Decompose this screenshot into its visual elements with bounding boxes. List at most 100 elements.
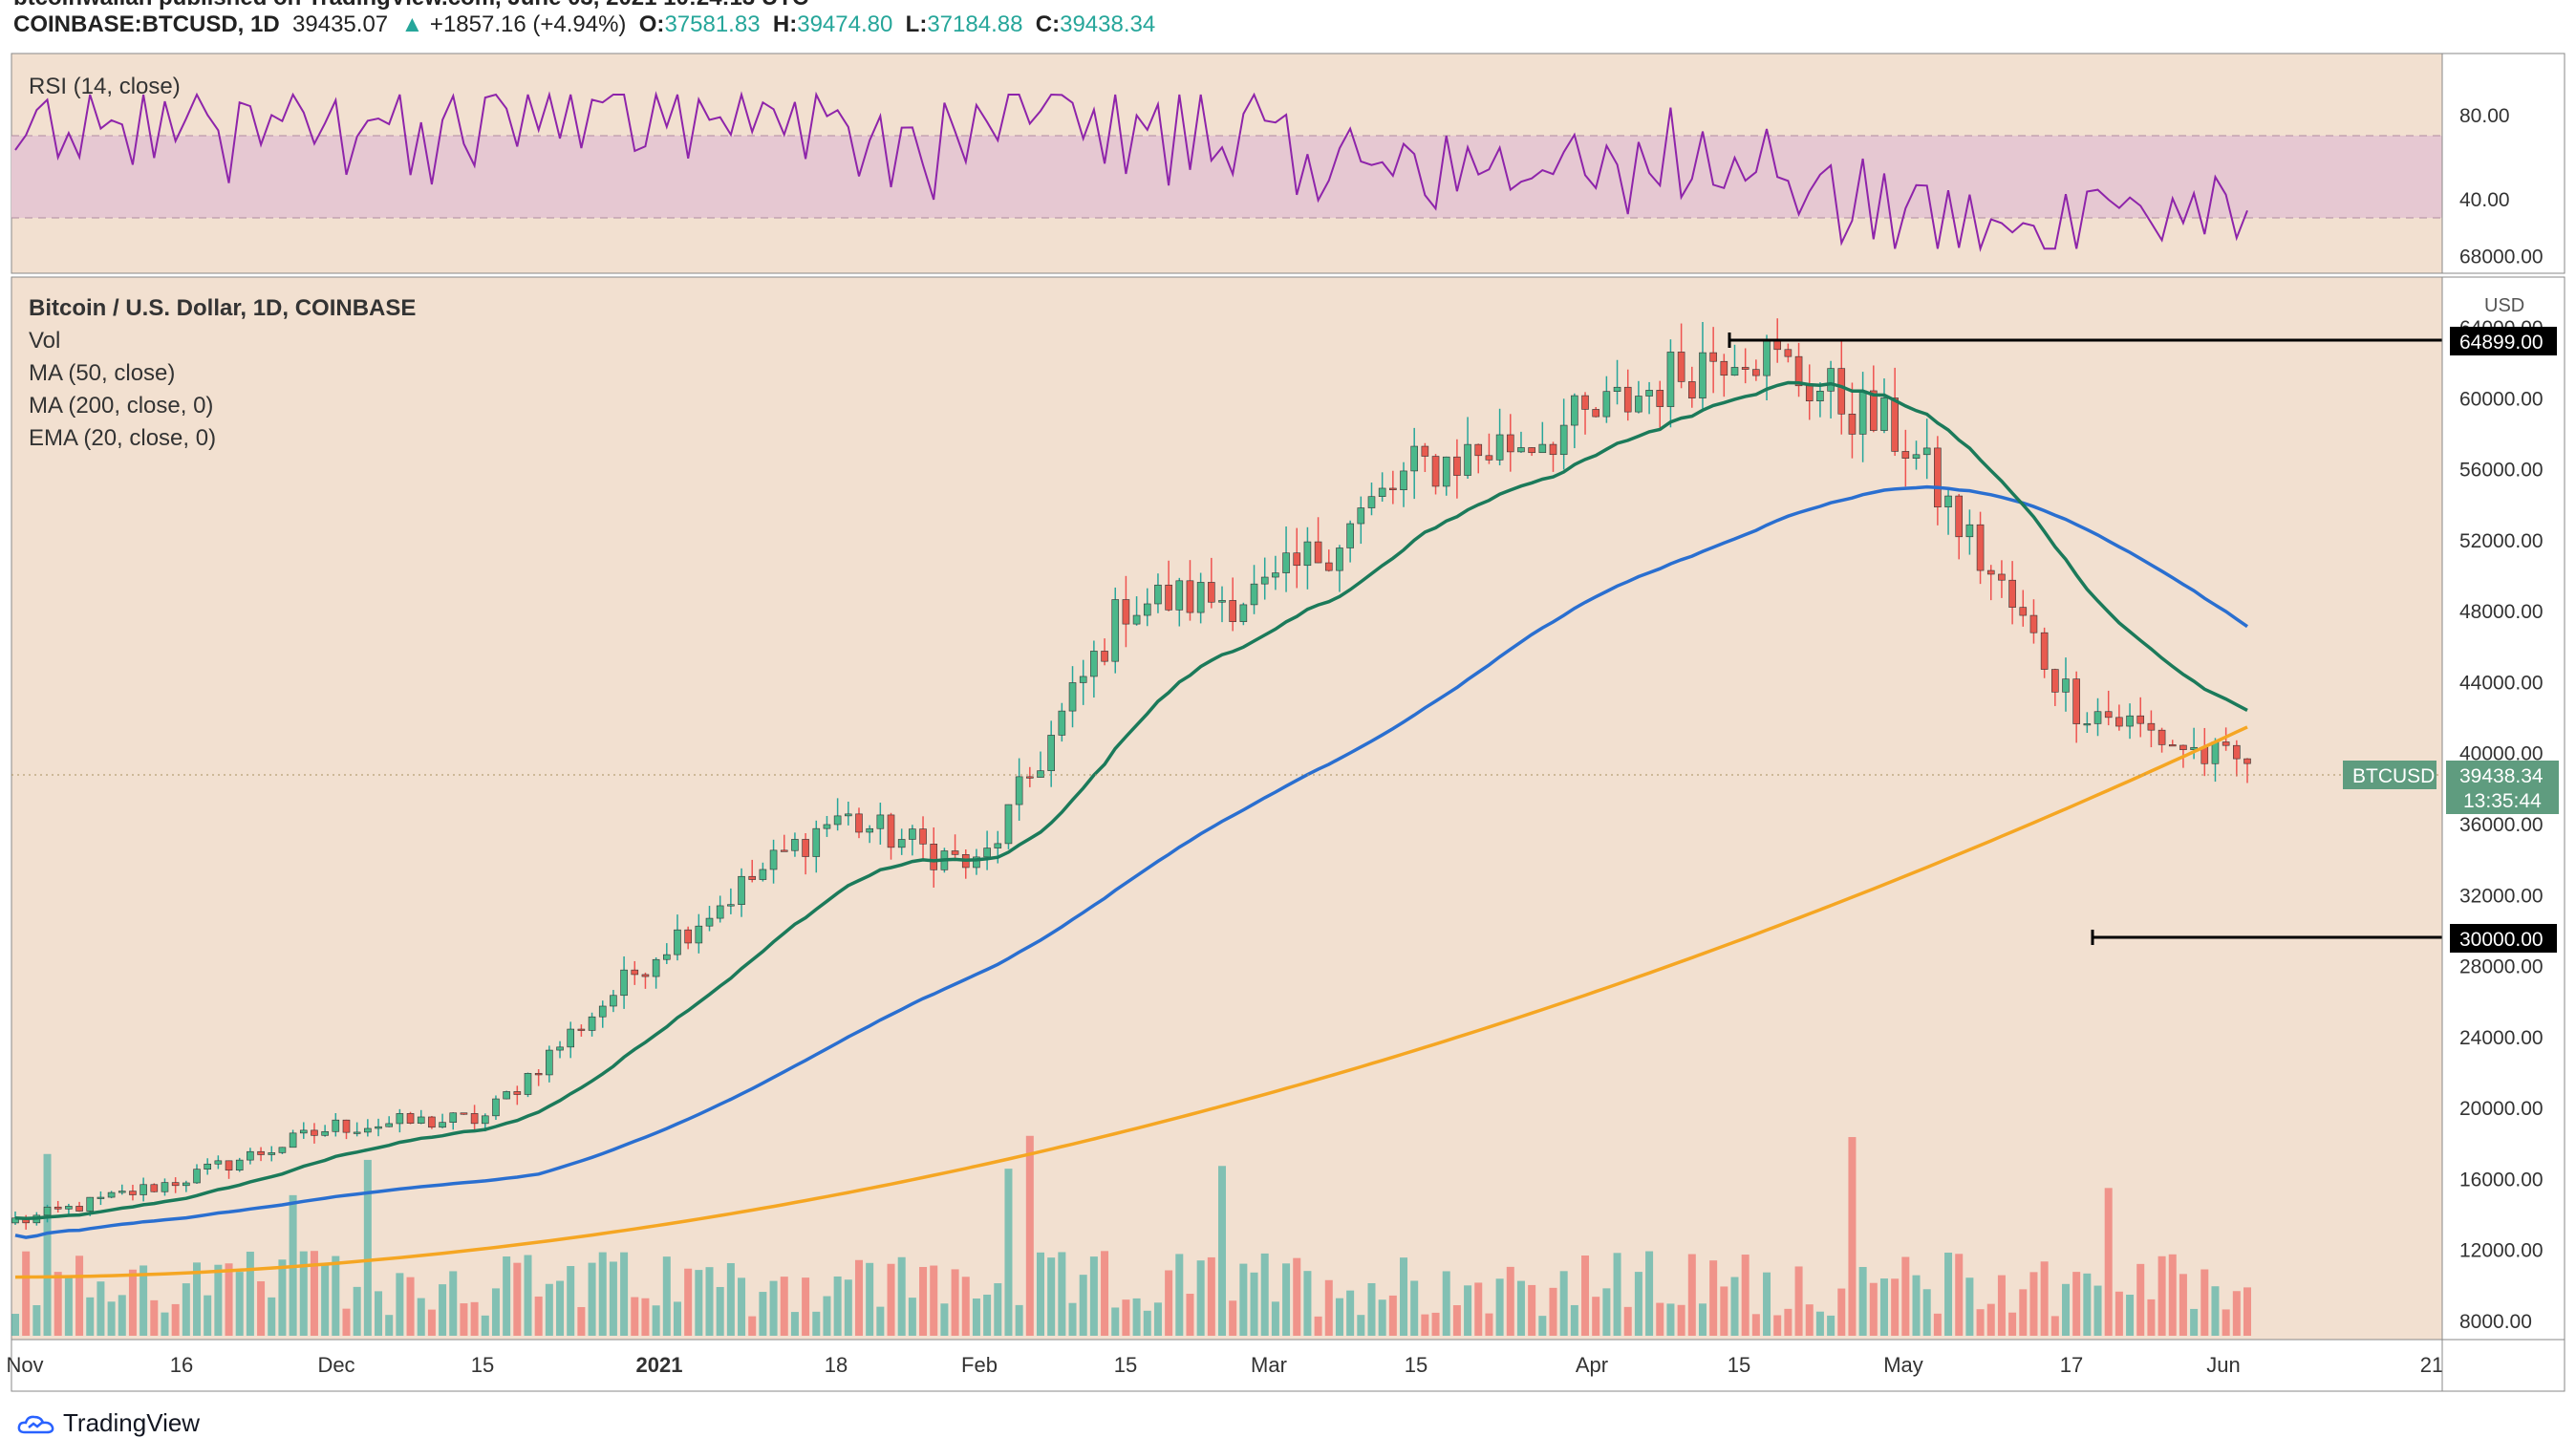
candle-body: [1367, 496, 1376, 508]
candle-body: [759, 869, 767, 880]
volume-bar: [161, 1312, 169, 1336]
volume-bar: [1186, 1294, 1194, 1336]
price-tick: 52000.00: [2459, 530, 2544, 552]
candle-body: [1965, 524, 1974, 538]
volume-bar: [1421, 1314, 1429, 1336]
volume-bar: [567, 1266, 575, 1336]
candle-body: [161, 1182, 169, 1192]
candle-body: [1037, 770, 1044, 778]
candle-body: [140, 1184, 147, 1195]
volume-bar: [1741, 1255, 1750, 1336]
candle-body: [2157, 729, 2166, 745]
candle-body: [1196, 582, 1205, 613]
candle-body: [1677, 352, 1685, 382]
candle-body: [1015, 776, 1023, 805]
candle-body: [86, 1196, 95, 1212]
volume-bar: [1229, 1300, 1237, 1336]
volume-bar: [961, 1277, 970, 1336]
volume-bar: [353, 1286, 361, 1336]
candle-body: [845, 813, 852, 817]
brand[interactable]: TradingView: [17, 1408, 200, 1438]
candle-body: [662, 954, 671, 960]
volume-bar: [1122, 1299, 1130, 1336]
low-value: 37184.88: [927, 11, 1023, 37]
candle-body: [171, 1182, 180, 1187]
candle-body: [769, 849, 778, 870]
volume-bar: [2168, 1254, 2177, 1336]
price-tick: 20000.00: [2459, 1098, 2544, 1120]
volume-bar: [2072, 1272, 2081, 1336]
volume-bar: [449, 1271, 458, 1336]
volume-bar: [107, 1301, 116, 1336]
candle-body: [1101, 651, 1108, 662]
candle-body: [353, 1131, 361, 1134]
candle-body: [610, 995, 617, 1007]
last-price-tag-value: 39438.34: [2459, 765, 2544, 787]
volume-bar: [193, 1262, 202, 1336]
candle-body: [1175, 580, 1184, 611]
candle-body: [1901, 451, 1910, 459]
volume-bar: [513, 1262, 522, 1336]
candle-body: [43, 1206, 52, 1216]
symbol-tag-label: BTCUSD: [2352, 765, 2435, 787]
volume-bar: [396, 1273, 404, 1336]
volume-bar: [631, 1297, 639, 1336]
candle-body: [1656, 390, 1664, 407]
volume-bar: [620, 1252, 629, 1336]
candle-body: [107, 1191, 116, 1198]
time-axis[interactable]: [11, 1339, 2443, 1392]
candle-body: [1944, 495, 1952, 507]
candle-body: [1090, 651, 1098, 677]
volume-bar: [171, 1303, 180, 1336]
volume-bar: [150, 1299, 159, 1336]
volume-bar: [2190, 1308, 2199, 1336]
volume-bar: [2019, 1289, 2028, 1336]
time-label: 21: [2420, 1353, 2443, 1377]
rsi-tick-80: 80.00: [2459, 105, 2510, 127]
price-tick: 60000.00: [2459, 388, 2544, 410]
volume-bar: [748, 1316, 757, 1336]
candle-body: [2115, 717, 2123, 727]
volume-bar: [887, 1263, 895, 1336]
price-tick: 12000.00: [2459, 1240, 2544, 1262]
volume-bar: [1004, 1169, 1013, 1336]
candle-body: [1260, 576, 1269, 585]
volume-bar: [1271, 1301, 1279, 1336]
time-label: 15: [1114, 1353, 1137, 1377]
candle-body: [716, 905, 724, 919]
candles: [11, 318, 2251, 1230]
low-level-tag: [2450, 924, 2557, 953]
candle-body: [1239, 604, 1248, 622]
volume-bar: [332, 1256, 340, 1336]
candle-body: [2179, 744, 2187, 750]
volume-bar: [609, 1261, 617, 1336]
volume-bar: [790, 1312, 799, 1336]
volume-bar: [695, 1270, 703, 1336]
symbol-label: COINBASE:BTCUSD, 1D: [13, 11, 280, 37]
candle-body: [802, 839, 809, 857]
volume-bar: [2179, 1274, 2187, 1336]
candle-body: [1848, 413, 1857, 435]
candle-body: [577, 1028, 586, 1031]
candle-body: [268, 1152, 276, 1155]
candle-body: [1303, 541, 1312, 567]
candle-body: [97, 1196, 105, 1199]
volume-bar: [726, 1263, 735, 1336]
volume-bar: [97, 1281, 105, 1336]
price-tick: 16000.00: [2459, 1169, 2544, 1191]
tradingview-cloud-icon: [17, 1415, 54, 1433]
change-value: +1857.16 (+4.94%): [429, 11, 627, 37]
volume-bar: [128, 1269, 137, 1336]
candle-body: [1485, 455, 1493, 461]
volume-bar: [22, 1251, 31, 1336]
candle-body: [1389, 487, 1397, 490]
candle-body: [1955, 495, 1964, 538]
time-label: May: [1883, 1353, 1923, 1377]
volume-bar: [417, 1298, 425, 1336]
time-label: 15: [1728, 1353, 1750, 1377]
volume-bar: [812, 1311, 821, 1336]
candle-body: [1538, 443, 1547, 454]
up-triangle-icon: ▲: [400, 11, 424, 37]
volume-bar: [1303, 1271, 1312, 1336]
